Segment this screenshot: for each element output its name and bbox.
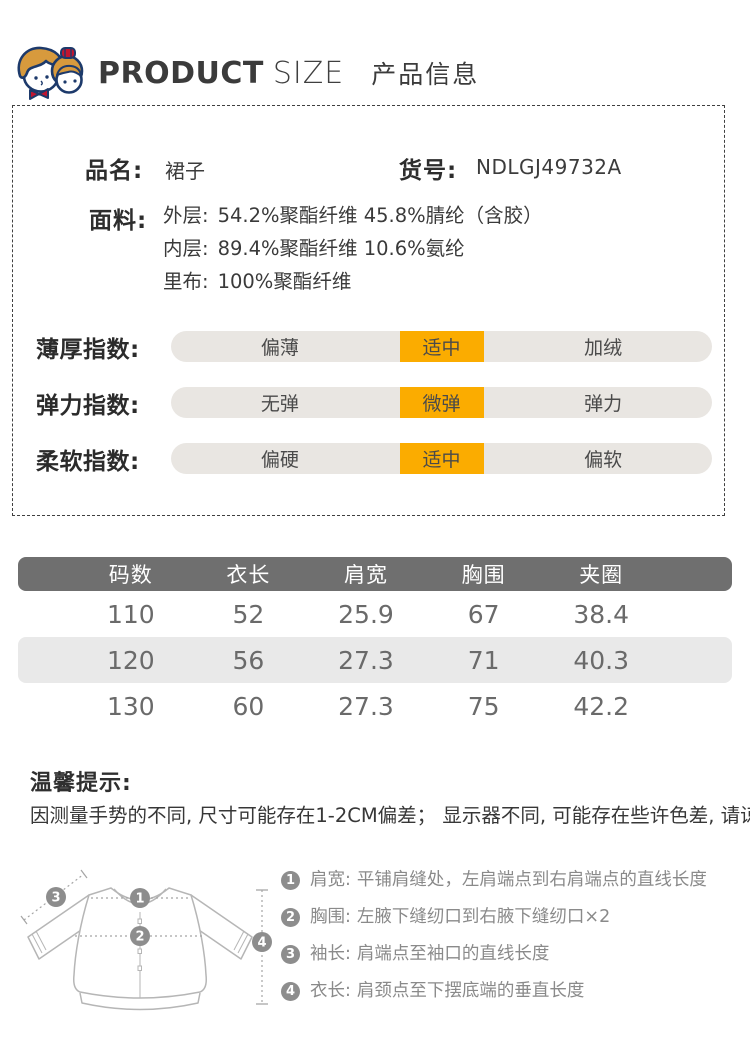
table-row: 130 60 27.3 75 42.2 <box>106 691 630 721</box>
softness-index-row: 柔软指数: 偏硬 适中 偏软 <box>36 443 716 475</box>
title-zh: 产品信息 <box>371 60 480 89</box>
title-en-light: SIZE <box>272 55 345 91</box>
page-header: PRODUCT SIZE 产品信息 <box>14 42 479 104</box>
list-item: 4 衣长: 肩颈点至下摆底端的垂直长度 <box>281 980 746 1002</box>
badge-length: 4 <box>257 936 266 951</box>
brand-kids-logo-icon <box>17 46 84 100</box>
col-armhole: 夹圈 <box>579 563 624 587</box>
thickness-option-medium: 适中 <box>422 337 461 359</box>
table-row: 110 52 25.9 67 38.4 <box>106 599 630 629</box>
number-badge-icon: 1 <box>281 871 300 890</box>
softness-index-label: 柔软指数: <box>36 448 140 475</box>
measure-guide-list: 1 肩宽: 平铺肩缝处，左肩端点到右肩端点的直线长度 2 胸围: 左腋下缝纫口到右腋… <box>281 869 746 1017</box>
badge-sleeve: 3 <box>51 891 60 906</box>
thickness-option-thin: 偏薄 <box>260 337 299 359</box>
guide-desc: 肩颈点至下摆底端的垂直长度 <box>356 981 585 1001</box>
elasticity-option-none: 无弹 <box>260 393 299 415</box>
diagram-number-badges: 1 2 3 4 <box>46 887 272 952</box>
item-no-value: NDLGJ49732A <box>476 155 622 179</box>
elasticity-index-label: 弹力指数: <box>36 392 140 419</box>
softness-option-medium: 适中 <box>422 449 461 471</box>
product-name-label: 品名: <box>85 158 144 184</box>
fabric-line-lining: 里布: 100%聚酯纤维 <box>163 270 352 293</box>
elasticity-option-slight: 微弹 <box>422 393 461 415</box>
list-item: 1 肩宽: 平铺肩缝处，左肩端点到右肩端点的直线长度 <box>281 869 746 891</box>
guide-desc: 平铺肩缝处，左肩端点到右肩端点的直线长度 <box>356 870 707 890</box>
size-table-header: 码数 衣长 肩宽 胸围 夹圈 <box>18 557 732 591</box>
thickness-selected-highlight <box>399 331 484 362</box>
col-shoulder: 肩宽 <box>343 563 388 587</box>
softness-option-soft: 偏软 <box>584 449 623 471</box>
softness-option-hard: 偏硬 <box>260 449 299 471</box>
guide-label: 胸围: <box>310 907 351 927</box>
fabric-line-inner: 内层: 89.4%聚酯纤维 10.6%氨纶 <box>163 237 465 260</box>
elasticity-index-row: 弹力指数: 无弹 微弹 弹力 <box>36 387 716 419</box>
name-and-itemno-row: 品名: 裙子 货号: NDLGJ49732A <box>13 151 724 184</box>
fabric-label: 面料: <box>89 208 148 234</box>
col-size: 码数 <box>108 563 153 587</box>
hem-band <box>79 992 201 1011</box>
elasticity-option-stretch: 弹力 <box>584 393 623 415</box>
softness-index-bar: 偏硬 适中 偏软 <box>171 443 712 474</box>
product-info-box: 品名: 裙子 货号: NDLGJ49732A 面料: 外层: 54.2%聚酯纤维… <box>12 105 725 516</box>
table-row: 120 56 27.3 71 40.3 <box>18 637 732 683</box>
number-badge-icon: 3 <box>281 945 300 964</box>
tips-body: 因测量手势的不同, 尺寸可能存在1-2CM偏差； 显示器不同, 可能存在些许色差… <box>30 804 750 827</box>
badge-shoulder: 1 <box>135 892 144 907</box>
garment-measure-diagram: 1 2 3 4 <box>20 869 272 1011</box>
fabric-line-outer: 外层: 54.2%聚酯纤维 45.8%腈纶（含胶） <box>163 204 543 227</box>
elasticity-index-bar: 无弹 微弹 弹力 <box>171 387 712 418</box>
col-length: 衣长 <box>226 563 271 587</box>
tips-title: 温馨提示: <box>30 771 132 796</box>
guide-label: 袖长: <box>310 944 351 964</box>
product-name-value: 裙子 <box>165 159 205 183</box>
col-chest: 胸围 <box>461 563 506 587</box>
fabric-composition-list: 外层: 54.2%聚酯纤维 45.8%腈纶（含胶） 内层: 89.4%聚酯纤维 … <box>163 199 543 298</box>
list-item: 3 袖长: 肩端点至袖口的直线长度 <box>281 943 746 965</box>
elasticity-selected-highlight <box>399 387 484 418</box>
page-title: PRODUCT SIZE 产品信息 <box>98 55 479 91</box>
softness-selected-highlight <box>399 443 484 474</box>
guide-desc: 左腋下缝纫口到右腋下缝纫口×2 <box>356 907 611 927</box>
badge-chest: 2 <box>135 930 144 945</box>
size-table: 码数 衣长 肩宽 胸围 夹圈 110 52 25.9 67 38.4 120 5… <box>18 557 732 729</box>
thickness-index-label: 薄厚指数: <box>36 336 140 363</box>
guide-label: 肩宽: <box>310 870 351 890</box>
item-no-label: 货号: <box>399 158 458 184</box>
thickness-index-bar: 偏薄 适中 加绒 <box>171 331 712 362</box>
thickness-index-row: 薄厚指数: 偏薄 适中 加绒 <box>36 331 716 363</box>
thickness-option-fleece: 加绒 <box>584 337 623 359</box>
guide-label: 衣长: <box>310 981 351 1001</box>
title-en-bold: PRODUCT <box>98 55 264 91</box>
number-badge-icon: 2 <box>281 908 300 927</box>
number-badge-icon: 4 <box>281 982 300 1001</box>
guide-desc: 肩端点至袖口的直线长度 <box>356 944 550 964</box>
list-item: 2 胸围: 左腋下缝纫口到右腋下缝纫口×2 <box>281 906 746 928</box>
